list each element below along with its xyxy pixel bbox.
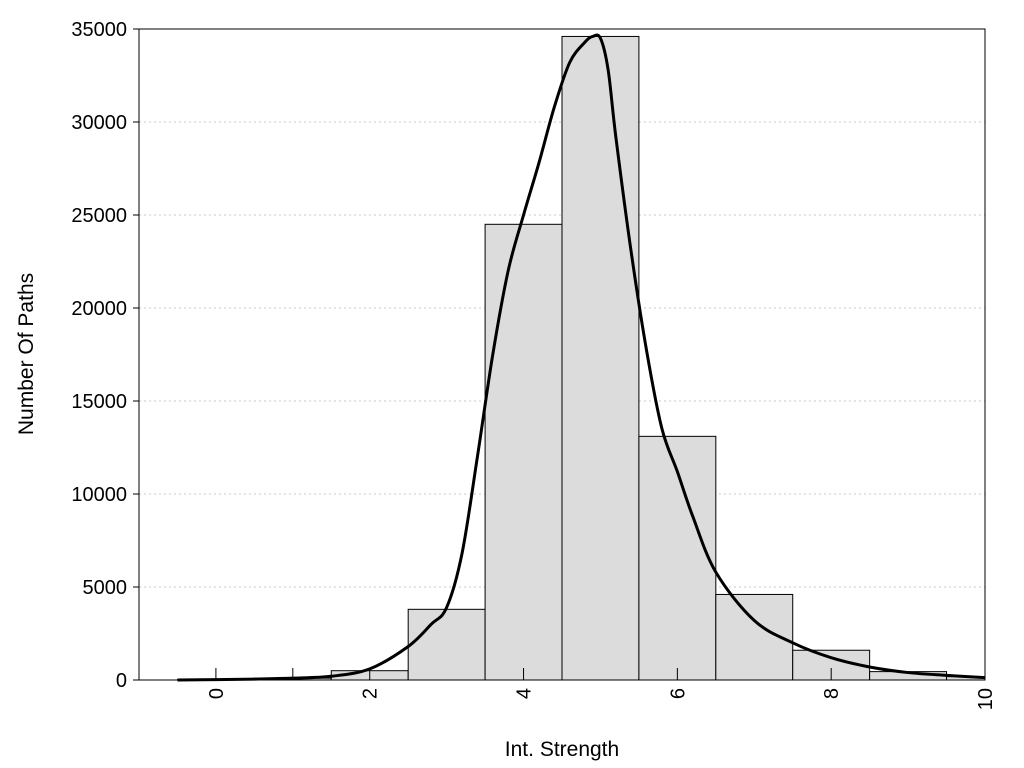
y-tick-label: 15000 — [71, 391, 127, 413]
y-tick-label: 25000 — [71, 205, 127, 227]
y-tick-label: 0 — [116, 670, 127, 692]
x-axis-title: Int. Strength — [505, 738, 619, 761]
bars — [176, 35, 986, 681]
grid-lines — [139, 121, 985, 588]
plot-frame — [138, 28, 986, 681]
y-tick-label: 5000 — [83, 577, 128, 599]
histogram-bar — [638, 435, 717, 681]
histogram-bar — [561, 35, 640, 681]
y-tick-label: 20000 — [71, 298, 127, 320]
histogram-bar — [407, 608, 486, 681]
y-axis-title: Number Of Paths — [15, 273, 38, 435]
x-tick-label: 0 — [206, 688, 228, 699]
x-tick-label: 6 — [667, 688, 689, 699]
x-tick-label: 2 — [360, 688, 382, 699]
y-tick-label: 30000 — [71, 112, 127, 134]
histogram-bar — [484, 223, 563, 681]
y-tick-label: 10000 — [71, 484, 127, 506]
fit-curve-layer — [177, 33, 986, 682]
x-tick-label: 4 — [514, 688, 536, 699]
x-axis-ticks: 0 2 4 6 8 10 — [206, 668, 997, 710]
y-tick-label: 35000 — [71, 19, 127, 41]
x-tick-label: 8 — [821, 688, 843, 699]
fit-curve — [177, 33, 986, 682]
y-axis-ticks: 0 5000 10000 15000 20000 25000 30000 35000 — [71, 19, 139, 692]
x-tick-label: 10 — [975, 688, 997, 710]
